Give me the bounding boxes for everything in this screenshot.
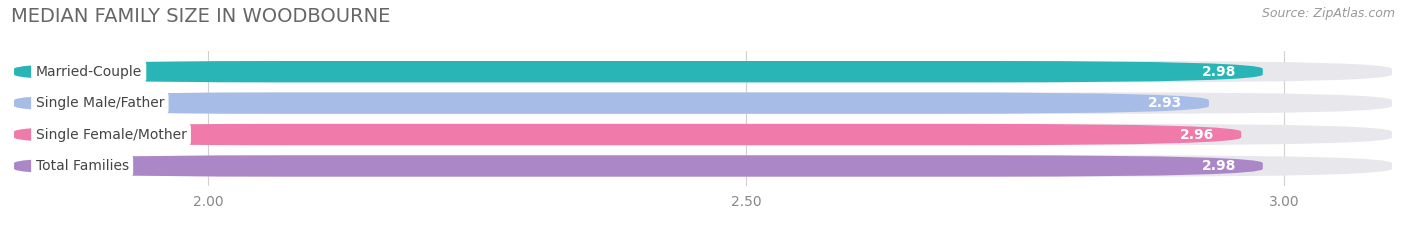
Text: MEDIAN FAMILY SIZE IN WOODBOURNE: MEDIAN FAMILY SIZE IN WOODBOURNE bbox=[11, 7, 391, 26]
Text: Single Male/Father: Single Male/Father bbox=[35, 96, 165, 110]
Text: 2.98: 2.98 bbox=[1202, 159, 1236, 173]
FancyBboxPatch shape bbox=[14, 93, 1392, 114]
Text: Single Female/Mother: Single Female/Mother bbox=[35, 127, 187, 141]
Text: 2.96: 2.96 bbox=[1180, 127, 1215, 141]
FancyBboxPatch shape bbox=[14, 93, 1209, 114]
FancyBboxPatch shape bbox=[14, 155, 1392, 177]
FancyBboxPatch shape bbox=[14, 61, 1392, 82]
Text: Source: ZipAtlas.com: Source: ZipAtlas.com bbox=[1261, 7, 1395, 20]
FancyBboxPatch shape bbox=[14, 124, 1241, 145]
Text: 2.98: 2.98 bbox=[1202, 65, 1236, 79]
Text: Total Families: Total Families bbox=[35, 159, 129, 173]
FancyBboxPatch shape bbox=[14, 155, 1263, 177]
FancyBboxPatch shape bbox=[14, 61, 1263, 82]
FancyBboxPatch shape bbox=[14, 124, 1392, 145]
Text: 2.93: 2.93 bbox=[1147, 96, 1182, 110]
Text: Married-Couple: Married-Couple bbox=[35, 65, 142, 79]
